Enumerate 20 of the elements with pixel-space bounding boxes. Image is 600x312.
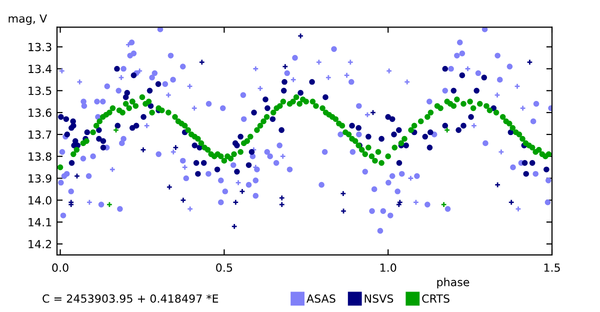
y-tick-label: 14.1 xyxy=(28,218,52,226)
y-tick-label: 13.8 xyxy=(28,152,52,161)
y-tick-label: 13.5 xyxy=(28,86,52,96)
x-tick-label: 1.0 xyxy=(380,263,396,272)
y-axis-title: mag, V xyxy=(8,14,48,25)
legend-label: ASAS xyxy=(306,294,336,303)
x-tick-label: 1.5 xyxy=(544,264,560,272)
y-tick-label: 13.7 xyxy=(28,130,52,139)
y-tick-label: 14.2 xyxy=(28,240,52,248)
y-tick-label: 14.0 xyxy=(28,196,52,205)
x-axis-title: phase xyxy=(437,278,470,288)
y-tick-label: 13.9 xyxy=(28,174,52,183)
x-tick-label: 0.0 xyxy=(52,263,68,272)
text: C = 2453903.95 + 0.418497 *E xyxy=(42,294,218,303)
x-tick-label: 0.5 xyxy=(216,263,232,272)
y-tick-label: 13.4 xyxy=(28,64,52,74)
y-tick-label: 13.6 xyxy=(28,108,52,117)
legend-label: NSVS xyxy=(364,294,394,303)
legend-label: CRTS xyxy=(422,294,450,303)
y-tick-label: 13.3 xyxy=(28,42,52,52)
